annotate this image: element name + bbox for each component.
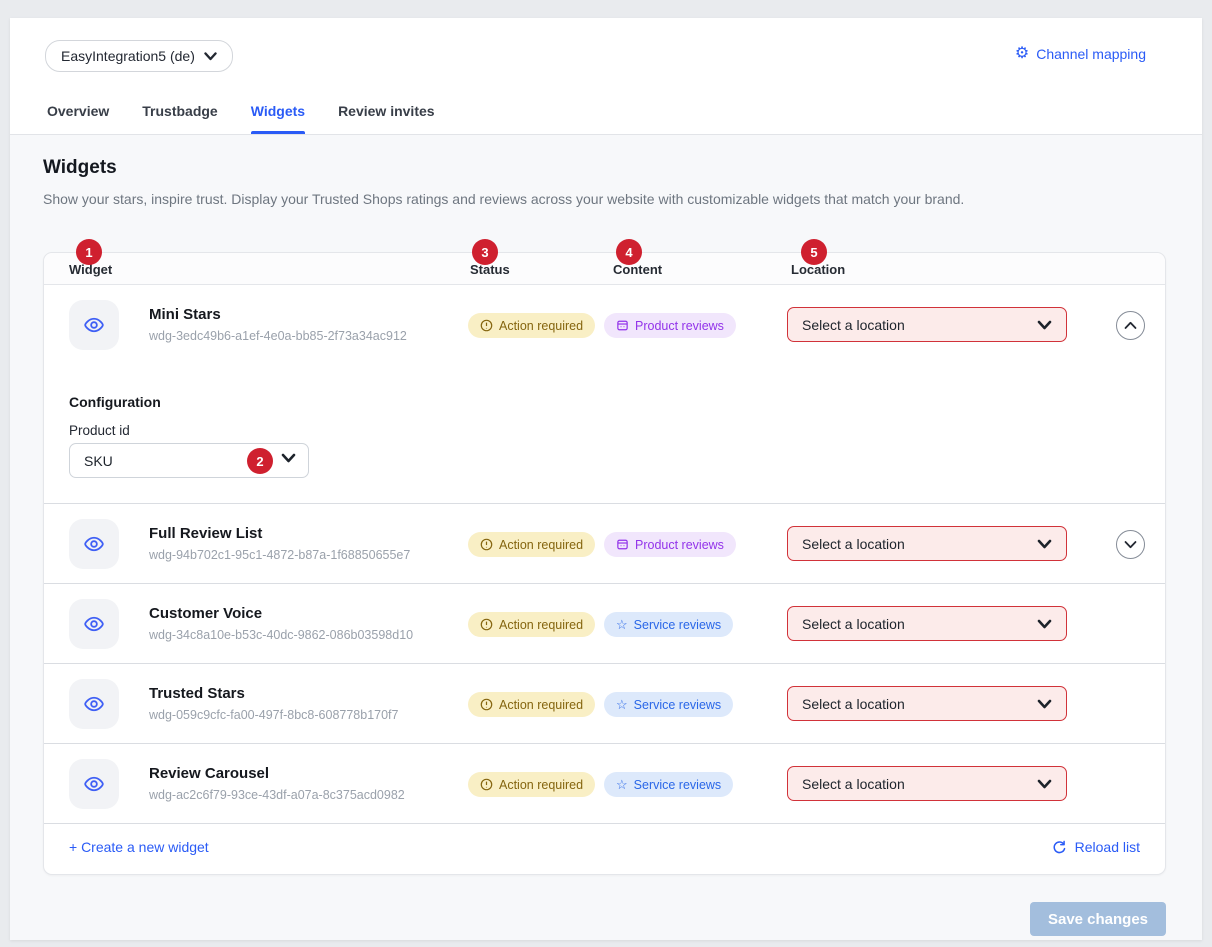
content-badge: Product reviews: [604, 313, 736, 338]
expand-row-button[interactable]: [1116, 530, 1145, 559]
widgets-table-card: 1 3 4 5 Widget Status Content Location M…: [43, 239, 1166, 875]
widget-id: wdg-3edc49b6-a1ef-4e0a-bb85-2f73a34ac912: [149, 329, 407, 343]
star-icon: ☆: [616, 777, 628, 792]
tab-bar: Overview Trustbadge Widgets Review invit…: [47, 103, 435, 134]
create-widget-link[interactable]: + Create a new widget: [69, 839, 209, 855]
tab-review-invites[interactable]: Review invites: [338, 103, 435, 119]
status-badge: Action required: [468, 612, 596, 637]
alert-icon: [480, 778, 493, 791]
widget-name: Customer Voice: [149, 605, 263, 622]
star-icon: ☆: [616, 617, 628, 632]
chevron-down-icon: [1124, 540, 1137, 549]
refresh-icon: [1052, 840, 1067, 855]
preview-widget-button[interactable]: [69, 679, 119, 729]
save-changes-button[interactable]: Save changes: [1030, 902, 1166, 936]
step-badge-2: 2: [247, 448, 273, 474]
configuration-title: Configuration: [69, 394, 161, 410]
channel-mapping-label: Channel mapping: [1036, 46, 1146, 62]
preview-widget-button[interactable]: [69, 599, 119, 649]
location-select[interactable]: Select a location: [787, 766, 1067, 801]
status-badge: Action required: [468, 313, 596, 338]
content-badge: Product reviews: [604, 532, 736, 557]
table-row-review-carousel: Review Carousel wdg-ac2c6f79-93ce-43df-a…: [44, 744, 1165, 824]
step-badge-4: 4: [616, 239, 642, 265]
table-row-trusted-stars: Trusted Stars wdg-059c9cfc-fa00-497f-8bc…: [44, 664, 1165, 744]
location-select[interactable]: Select a location: [787, 307, 1067, 342]
product-id-select[interactable]: SKU 2: [69, 443, 309, 478]
location-select[interactable]: Select a location: [787, 686, 1067, 721]
channel-mapping-link[interactable]: ⚙ Channel mapping: [1014, 45, 1146, 63]
tab-overview[interactable]: Overview: [47, 103, 110, 119]
preview-widget-button[interactable]: [69, 759, 119, 809]
page-header: EasyIntegration5 (de) ⚙ Channel mapping …: [10, 18, 1202, 135]
chevron-down-icon: [204, 51, 217, 61]
widgets-page: Widgets Show your stars, inspire trust. …: [10, 135, 1202, 940]
widget-name: Full Review List: [149, 525, 263, 542]
widget-name: Mini Stars: [149, 306, 221, 323]
column-header-location: Location: [791, 262, 846, 277]
location-select[interactable]: Select a location: [787, 526, 1067, 561]
step-badge-3: 3: [472, 239, 498, 265]
content-badge: ☆ Service reviews: [604, 612, 734, 637]
collapse-row-button[interactable]: [1116, 311, 1145, 340]
app-panel: EasyIntegration5 (de) ⚙ Channel mapping …: [10, 18, 1202, 940]
column-header-content: Content: [613, 262, 663, 277]
preview-widget-button[interactable]: [69, 519, 119, 569]
eye-icon: [83, 773, 105, 795]
column-header-widget: Widget: [69, 262, 113, 277]
chevron-up-icon: [1124, 321, 1137, 330]
eye-icon: [83, 693, 105, 715]
chevron-down-icon: [281, 453, 296, 463]
eye-icon: [83, 314, 105, 336]
chevron-down-icon: [1037, 779, 1052, 789]
product-id-label: Product id: [69, 423, 130, 438]
alert-icon: [480, 698, 493, 711]
widget-id: wdg-059c9cfc-fa00-497f-8bc8-608778b170f7: [149, 708, 399, 722]
eye-icon: [83, 613, 105, 635]
gear-icon: ⚙: [1014, 45, 1030, 62]
widget-id: wdg-34c8a10e-b53c-40dc-9862-086b03598d10: [149, 628, 414, 642]
page-subtitle: Show your stars, inspire trust. Display …: [43, 191, 965, 207]
chevron-down-icon: [1037, 699, 1052, 709]
location-select[interactable]: Select a location: [787, 606, 1067, 641]
page-title: Widgets: [43, 157, 117, 178]
status-badge: Action required: [468, 692, 596, 717]
channel-selector-value: EasyIntegration5 (de): [61, 48, 195, 64]
preview-widget-button[interactable]: [69, 300, 119, 350]
star-icon: ☆: [616, 697, 628, 712]
alert-icon: [480, 538, 493, 551]
package-icon: [616, 319, 629, 332]
table-header: Widget Status Content Location: [44, 253, 1165, 285]
reload-list-link[interactable]: Reload list: [1052, 839, 1140, 855]
package-icon: [616, 538, 629, 551]
widget-id: wdg-94b702c1-95c1-4872-b87a-1f68850655e7: [149, 548, 411, 562]
status-badge: Action required: [468, 772, 596, 797]
chevron-down-icon: [1037, 619, 1052, 629]
table-row-full-review-list: Full Review List wdg-94b702c1-95c1-4872-…: [44, 504, 1165, 584]
column-header-status: Status: [470, 262, 510, 277]
content-badge: ☆ Service reviews: [604, 772, 734, 797]
alert-icon: [480, 319, 493, 332]
widget-name: Trusted Stars: [149, 685, 245, 702]
step-badge-5: 5: [801, 239, 827, 265]
alert-icon: [480, 618, 493, 631]
tab-trustbadge[interactable]: Trustbadge: [142, 103, 218, 119]
chevron-down-icon: [1037, 320, 1052, 330]
content-badge: ☆ Service reviews: [604, 692, 734, 717]
step-badge-1: 1: [76, 239, 102, 265]
table-row-mini-stars: Mini Stars wdg-3edc49b6-a1ef-4e0a-bb85-2…: [44, 285, 1165, 504]
chevron-down-icon: [1037, 539, 1052, 549]
table-row-customer-voice: Customer Voice wdg-34c8a10e-b53c-40dc-98…: [44, 584, 1165, 664]
widget-id: wdg-ac2c6f79-93ce-43df-a07a-8c375acd0982: [149, 788, 405, 802]
table-footer: + Create a new widget Reload list: [44, 824, 1165, 873]
channel-selector-dropdown[interactable]: EasyIntegration5 (de): [45, 40, 233, 72]
widget-name: Review Carousel: [149, 765, 270, 782]
tab-widgets[interactable]: Widgets: [250, 103, 306, 134]
status-badge: Action required: [468, 532, 596, 557]
eye-icon: [83, 533, 105, 555]
